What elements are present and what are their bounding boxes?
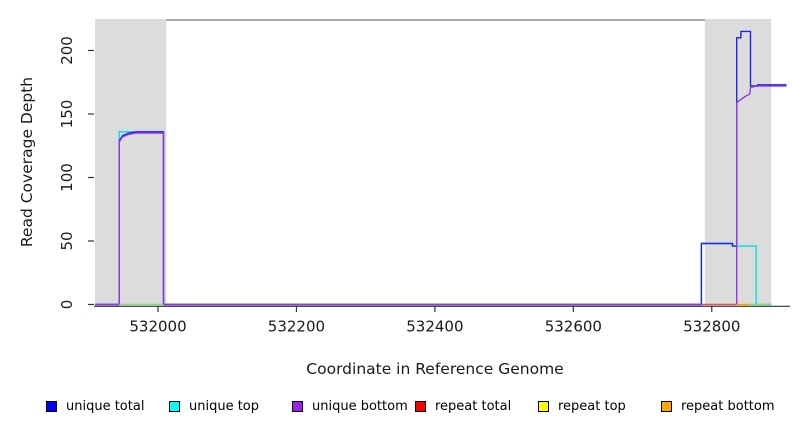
legend: unique total unique top unique bottom repea… xyxy=(46,399,786,414)
legend-item-unique-bottom: unique bottom xyxy=(292,399,415,414)
series-line-unique-bottom xyxy=(95,132,703,306)
legend-swatch-icon xyxy=(169,401,180,412)
series-line-unique-top xyxy=(95,131,772,306)
y-tick-label: 50 xyxy=(58,231,76,250)
legend-label: unique bottom xyxy=(312,399,408,414)
x-tick-label: 532200 xyxy=(268,318,325,336)
legend-swatch-icon xyxy=(415,401,426,412)
series-line-unique-bottom xyxy=(736,85,787,305)
y-tick-label: 200 xyxy=(58,36,76,65)
x-tick-label: 532400 xyxy=(406,318,463,336)
x-tick-label: 532000 xyxy=(129,318,186,336)
legend-swatch-icon xyxy=(661,401,672,412)
x-axis-title: Coordinate in Reference Genome xyxy=(306,360,564,378)
legend-label: repeat bottom xyxy=(681,399,775,414)
legend-item-unique-total: unique total xyxy=(46,399,169,414)
y-axis-title: Read Coverage Depth xyxy=(18,76,36,248)
y-tick-label: 150 xyxy=(58,100,76,129)
legend-item-repeat-top: repeat top xyxy=(538,399,661,414)
repeat-region-shading xyxy=(95,19,167,305)
x-tick-label: 532800 xyxy=(683,318,740,336)
legend-item-repeat-bottom: repeat bottom xyxy=(661,399,784,414)
repeat-region-shading xyxy=(704,19,772,305)
legend-item-repeat-total: repeat total xyxy=(415,399,538,414)
legend-label: unique total xyxy=(66,399,145,414)
legend-swatch-icon xyxy=(46,401,57,412)
y-tick-label: 0 xyxy=(58,300,76,310)
legend-swatch-icon xyxy=(292,401,303,412)
series-line-unique-total xyxy=(95,30,787,306)
y-tick-label: 100 xyxy=(58,163,76,192)
legend-item-unique-top: unique top xyxy=(169,399,292,414)
legend-label: repeat total xyxy=(435,399,512,414)
legend-label: unique top xyxy=(189,399,260,414)
legend-swatch-icon xyxy=(538,401,549,412)
x-tick-label: 532600 xyxy=(545,318,602,336)
legend-label: repeat top xyxy=(558,399,626,414)
